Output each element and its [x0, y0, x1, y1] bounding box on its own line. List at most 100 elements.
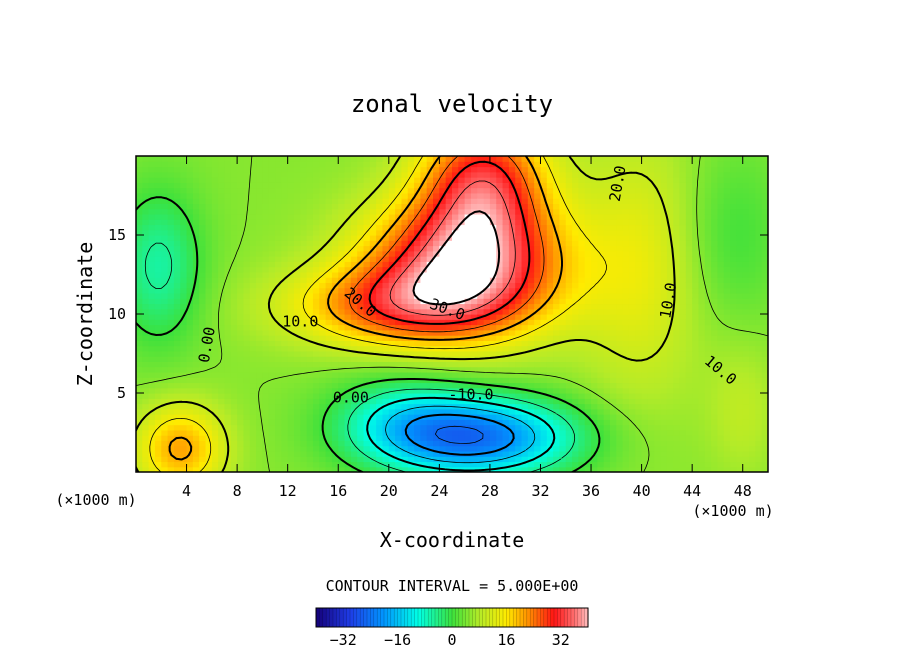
- field-cell: [483, 203, 491, 210]
- field-cell: [527, 208, 535, 215]
- field-cell: [521, 213, 529, 220]
- field-cell: [243, 245, 251, 252]
- field-cell: [237, 213, 245, 220]
- field-cell: [420, 213, 428, 220]
- field-cell: [464, 387, 472, 394]
- field-cell: [628, 182, 636, 189]
- field-cell: [395, 435, 403, 441]
- field-cell: [534, 456, 542, 463]
- field-cell: [300, 229, 308, 236]
- field-cell: [268, 171, 276, 178]
- field-cell: [211, 192, 219, 199]
- field-cell: [572, 371, 579, 378]
- field-cell: [148, 266, 156, 273]
- field-cell: [167, 456, 175, 463]
- field-cell: [369, 224, 377, 231]
- field-cell: [483, 429, 491, 436]
- field-cell: [616, 356, 624, 362]
- field-cell: [521, 256, 529, 262]
- field-cell: [275, 340, 282, 347]
- field-cell: [249, 408, 257, 415]
- field-cell: [148, 361, 156, 368]
- field-cell: [268, 277, 276, 283]
- field-cell: [319, 456, 327, 463]
- field-cell: [445, 445, 453, 452]
- field-cell: [597, 324, 605, 331]
- field-cell: [553, 450, 561, 457]
- field-cell: [237, 361, 245, 368]
- field-cell: [407, 340, 415, 347]
- field-cell: [635, 466, 643, 472]
- field-cell: [161, 466, 169, 472]
- field-cell: [306, 235, 314, 241]
- field-cell: [534, 245, 542, 252]
- field-cell: [654, 308, 662, 315]
- field-cell: [331, 393, 339, 399]
- field-cell: [502, 177, 510, 183]
- field-cell: [249, 445, 257, 452]
- field-cell: [395, 298, 403, 305]
- field-cell: [641, 403, 649, 410]
- field-cell: [331, 161, 339, 168]
- field-cell: [559, 456, 567, 463]
- field-cell: [591, 419, 598, 426]
- field-cell: [388, 240, 396, 247]
- field-cell: [654, 235, 662, 241]
- field-cell: [268, 229, 276, 236]
- field-cell: [641, 282, 649, 289]
- field-cell: [237, 235, 245, 241]
- field-cell: [287, 324, 295, 331]
- field-cell: [142, 156, 150, 162]
- field-cell: [281, 350, 289, 357]
- field-cell: [357, 366, 365, 373]
- field-cell: [470, 256, 478, 262]
- field-cell: [262, 229, 270, 236]
- field-cell: [622, 229, 630, 236]
- field-cell: [243, 235, 251, 241]
- field-cell: [616, 198, 624, 204]
- field-cell: [154, 445, 162, 452]
- field-cell: [167, 314, 175, 320]
- field-cell: [610, 229, 617, 236]
- field-cell: [414, 219, 421, 226]
- field-cell: [584, 303, 592, 310]
- field-cell: [540, 156, 548, 162]
- field-cell: [540, 414, 548, 420]
- field-cell: [439, 198, 447, 204]
- field-cell: [445, 308, 453, 315]
- field-cell: [559, 382, 567, 389]
- field-cell: [300, 271, 308, 278]
- field-cell: [319, 235, 327, 241]
- field-cell: [161, 340, 169, 347]
- field-cell: [565, 229, 573, 236]
- field-cell: [249, 250, 257, 257]
- field-cell: [628, 271, 636, 278]
- field-cell: [243, 187, 251, 194]
- field-cell: [546, 371, 554, 378]
- field-cell: [414, 414, 421, 420]
- field-cell: [173, 393, 181, 399]
- field-cell: [268, 208, 276, 215]
- field-cell: [173, 371, 181, 378]
- field-cell: [319, 161, 327, 168]
- field-cell: [230, 393, 238, 399]
- field-cell: [306, 203, 314, 210]
- field-cell: [211, 250, 219, 257]
- field-cell: [312, 314, 320, 320]
- field-cell: [256, 456, 263, 463]
- field-cell: [376, 256, 384, 262]
- field-cell: [331, 298, 339, 305]
- field-cell: [496, 403, 504, 410]
- field-cell: [401, 298, 409, 305]
- field-cell: [521, 356, 529, 362]
- field-cell: [546, 429, 554, 436]
- field-cell: [237, 335, 245, 341]
- field-cell: [243, 340, 251, 347]
- field-cell: [357, 208, 365, 215]
- field-cell: [578, 166, 586, 173]
- field-cell: [597, 361, 605, 368]
- field-cell: [382, 387, 390, 394]
- field-cell: [395, 350, 403, 357]
- field-cell: [489, 235, 497, 241]
- field-cell: [464, 324, 472, 331]
